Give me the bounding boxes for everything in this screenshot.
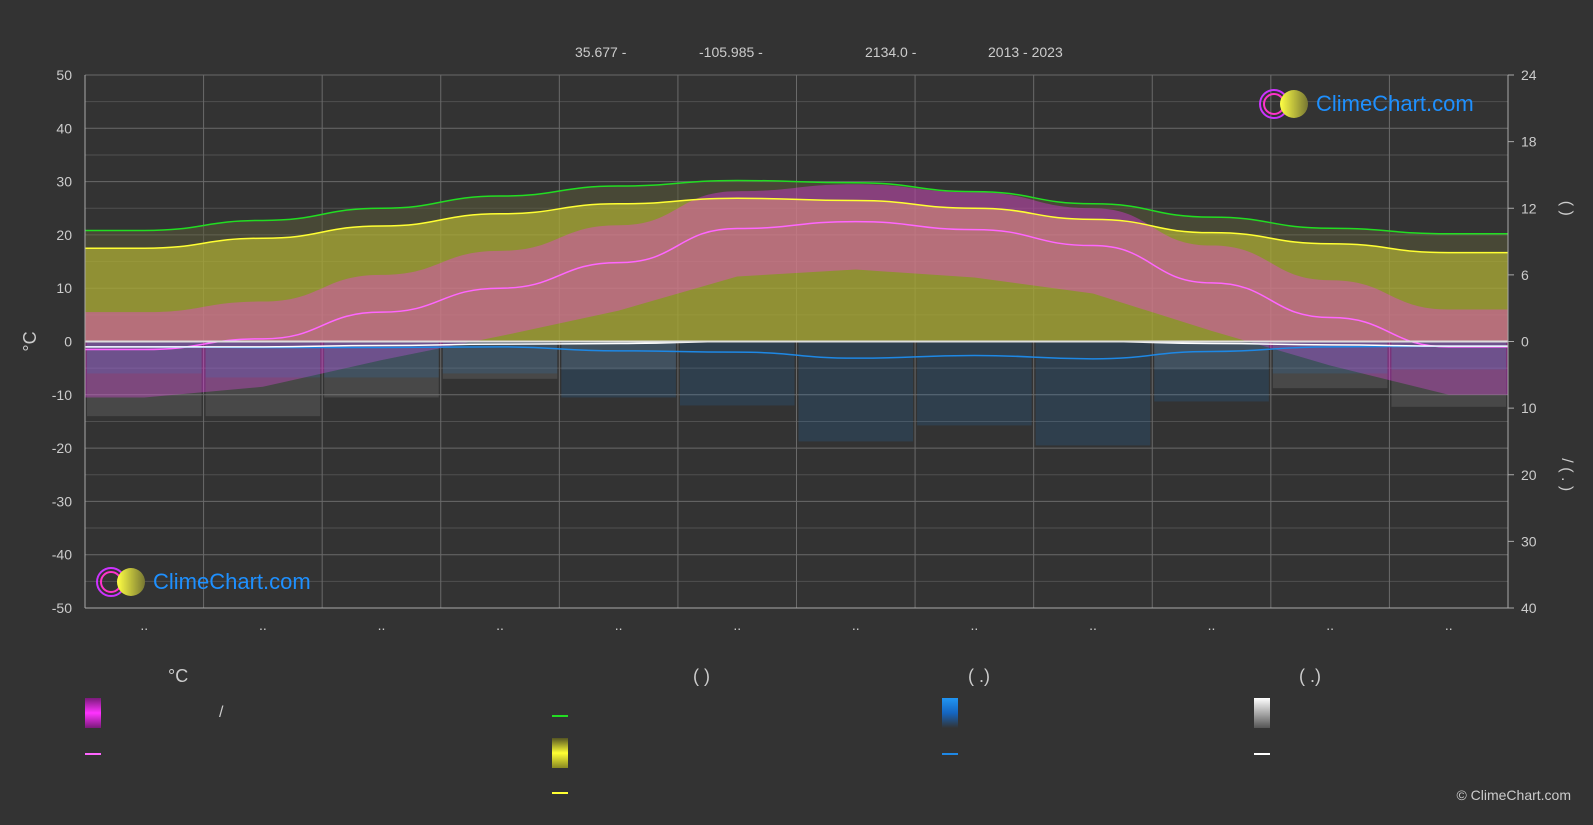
climechart-logo-text: ClimeChart.com bbox=[1316, 91, 1474, 116]
left-tick-label: 0 bbox=[64, 334, 72, 350]
month-tick-label: .. bbox=[1089, 617, 1097, 633]
legend-sunshine-line bbox=[552, 792, 568, 794]
left-tick-label: 20 bbox=[56, 227, 72, 243]
left-tick-label: -40 bbox=[52, 547, 72, 563]
climechart-logo-icon bbox=[1259, 89, 1308, 119]
snow-bar bbox=[87, 341, 202, 417]
rain-bar bbox=[679, 341, 795, 406]
right-bottom-tick-label: 20 bbox=[1521, 467, 1537, 483]
left-tick-label: -30 bbox=[52, 493, 72, 509]
rain-bar bbox=[917, 341, 1032, 426]
legend-snow-heading: ( .) bbox=[1299, 666, 1321, 686]
left-tick-label: -20 bbox=[52, 440, 72, 456]
sunshine-line bbox=[84, 197, 1508, 254]
legend-daylight-line bbox=[552, 715, 568, 717]
month-tick-label: .. bbox=[1445, 617, 1453, 633]
left-tick-label: 40 bbox=[56, 120, 72, 136]
climechart-logo-top[interactable]: ClimeChart.com bbox=[1258, 88, 1474, 120]
right-bottom-axis-label: / ( . ) bbox=[1558, 458, 1575, 491]
snow-bar bbox=[561, 341, 676, 370]
snow-bar bbox=[324, 341, 439, 398]
left-tick-label: 10 bbox=[56, 280, 72, 296]
left-tick-label: -10 bbox=[52, 387, 72, 403]
climechart-logo-icon bbox=[96, 567, 145, 597]
years-label: 2013 - 2023 bbox=[988, 44, 1063, 60]
left-tick-label: -50 bbox=[52, 600, 72, 616]
legend-temp-range-swatch bbox=[85, 698, 101, 728]
snow-bar bbox=[205, 341, 321, 417]
right-bottom-tick-label: 40 bbox=[1521, 600, 1537, 616]
month-tick-label: .. bbox=[615, 617, 623, 633]
right-bottom-tick-label: 30 bbox=[1521, 533, 1537, 549]
snow-bar bbox=[1391, 341, 1506, 407]
climechart-logo-bottom[interactable]: ClimeChart.com bbox=[95, 566, 311, 598]
month-tick-label: .. bbox=[140, 617, 148, 633]
right-top-tick-label: 12 bbox=[1521, 200, 1537, 216]
legend-sunshine-swatch bbox=[552, 738, 568, 768]
month-tick-label: .. bbox=[852, 617, 860, 633]
month-tick-label: .. bbox=[733, 617, 741, 633]
rain-line bbox=[85, 345, 1508, 360]
longitude-label: -105.985 - bbox=[699, 44, 763, 60]
legend-avg-temp-line bbox=[85, 753, 101, 755]
right-top-axis-label: ( ) bbox=[1558, 201, 1575, 216]
left-tick-label: 50 bbox=[56, 67, 72, 83]
sunshine-area bbox=[85, 198, 1508, 342]
legend-sun-heading: ( ) bbox=[693, 666, 710, 686]
month-tick-label: .. bbox=[496, 617, 504, 633]
snow-bar bbox=[1272, 341, 1388, 389]
latitude-label: 35.677 - bbox=[575, 44, 627, 60]
month-tick-label: .. bbox=[970, 617, 978, 633]
right-top-tick-label: 6 bbox=[1521, 267, 1529, 283]
month-tick-label: .. bbox=[378, 617, 386, 633]
month-tick-label: .. bbox=[1208, 617, 1216, 633]
avg-temp-line bbox=[85, 220, 1508, 351]
right-top-tick-label: 18 bbox=[1521, 134, 1537, 150]
left-tick-label: 30 bbox=[56, 174, 72, 190]
climechart-logo-text: ClimeChart.com bbox=[153, 569, 311, 594]
right-bottom-tick-label: 10 bbox=[1521, 400, 1537, 416]
right-top-tick-label: 24 bbox=[1521, 67, 1537, 83]
legend-slash: / bbox=[219, 704, 224, 721]
month-tick-label: .. bbox=[1326, 617, 1334, 633]
copyright: © ClimeChart.com bbox=[1456, 787, 1571, 803]
right-top-tick-label: 0 bbox=[1521, 334, 1529, 350]
legend-snow-line bbox=[1254, 753, 1270, 755]
legend-rain-line bbox=[942, 753, 958, 755]
elevation-label: 2134.0 - bbox=[865, 44, 917, 60]
left-axis-label: °C bbox=[20, 331, 40, 351]
snow-bar bbox=[1154, 341, 1269, 370]
month-tick-label: .. bbox=[259, 617, 267, 633]
legend-rain-heading: ( .) bbox=[968, 666, 990, 686]
legend-rain-swatch bbox=[942, 698, 958, 728]
legend-temperature-heading: °C bbox=[168, 666, 189, 686]
daylight-line bbox=[84, 179, 1509, 235]
legend-snow-swatch bbox=[1254, 698, 1270, 728]
